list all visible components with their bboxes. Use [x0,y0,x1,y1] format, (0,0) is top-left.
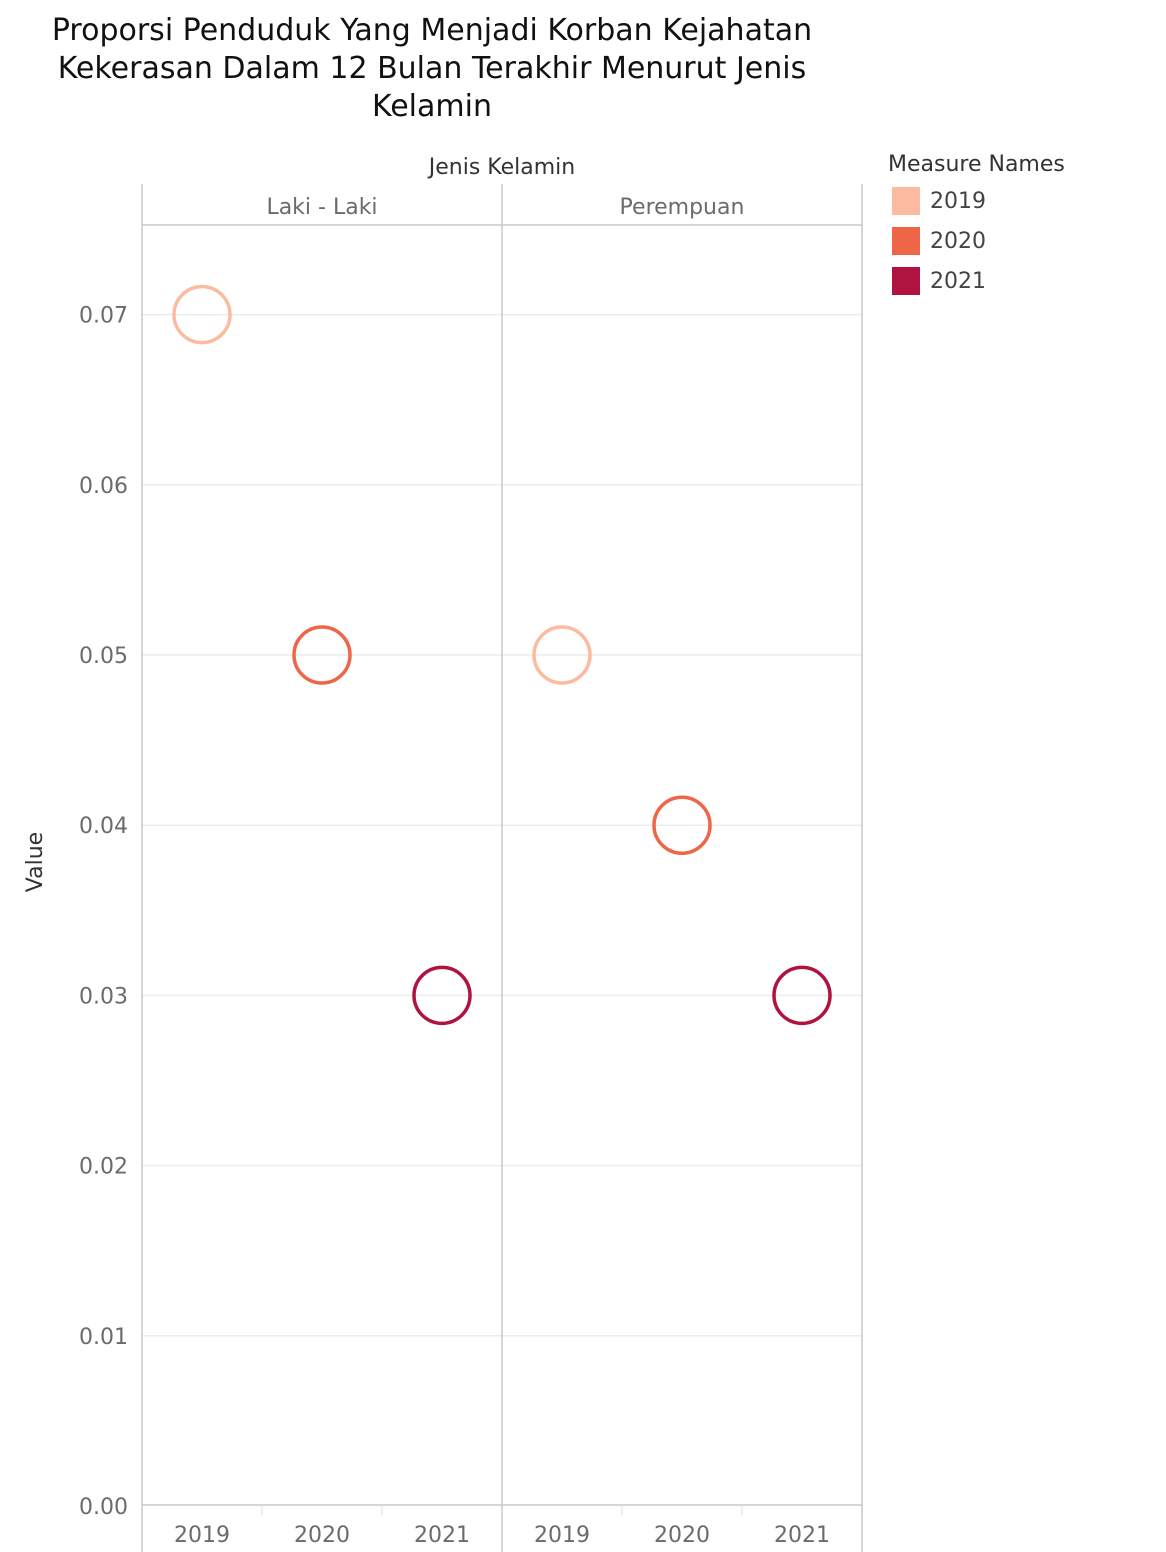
column-header: Jenis Kelamin [427,155,575,180]
data-point [652,795,712,855]
x-tick-label: 2020 [294,1523,350,1548]
y-tick-label: 0.06 [79,474,128,499]
data-point [532,625,592,685]
y-axis-label: Value [23,832,48,892]
x-tick-label: 2019 [534,1523,590,1548]
legend-item-2019[interactable]: 2019 [888,181,1065,221]
title-line: Kekerasan Dalam 12 Bulan Terakhir Menuru… [57,51,807,86]
y-tick-label: 0.03 [79,984,128,1009]
y-tick-label: 0.01 [79,1325,128,1350]
x-axis-ticks: 2019 2020 2021 2019 2020 2021 [174,1505,830,1548]
legend-swatch [892,227,920,255]
y-tick-label: 0.05 [79,644,128,669]
title-line: Proporsi Penduduk Yang Menjadi Korban Ke… [51,13,813,48]
title-line: Kelamin [372,89,492,124]
legend-label: 2019 [930,188,986,214]
x-tick-label: 2021 [774,1523,830,1548]
chart-title: Proporsi Penduduk Yang Menjadi Korban Ke… [0,12,864,126]
plot-frame [141,184,863,1552]
x-tick-label: 2020 [654,1523,710,1548]
y-tick-label: 0.04 [79,814,128,839]
data-point [772,965,832,1026]
legend-swatch [892,267,920,295]
legend-item-2021[interactable]: 2021 [888,261,1065,301]
data-point [292,625,352,685]
x-tick-label: 2019 [174,1523,230,1548]
y-axis-ticks: 0.00 0.01 0.02 0.03 0.04 0.05 0.06 0.07 [79,304,128,1520]
legend-title: Measure Names [888,152,1065,177]
x-tick-label: 2021 [414,1523,470,1548]
data-point [412,965,472,1026]
y-tick-label: 0.02 [79,1155,128,1180]
facet-headers: Laki - Laki Perempuan [266,195,744,220]
legend-label: 2021 [930,268,986,294]
data-point [172,284,232,345]
facet-label: Laki - Laki [266,195,377,220]
legend: Measure Names 2019 2020 2021 [888,152,1065,301]
facet-label: Perempuan [620,195,745,220]
y-tick-label: 0.00 [79,1495,128,1520]
legend-label: 2020 [930,228,986,254]
y-tick-label: 0.07 [79,304,128,329]
data-points [172,284,832,1026]
legend-swatch [892,187,920,215]
legend-item-2020[interactable]: 2020 [888,221,1065,261]
